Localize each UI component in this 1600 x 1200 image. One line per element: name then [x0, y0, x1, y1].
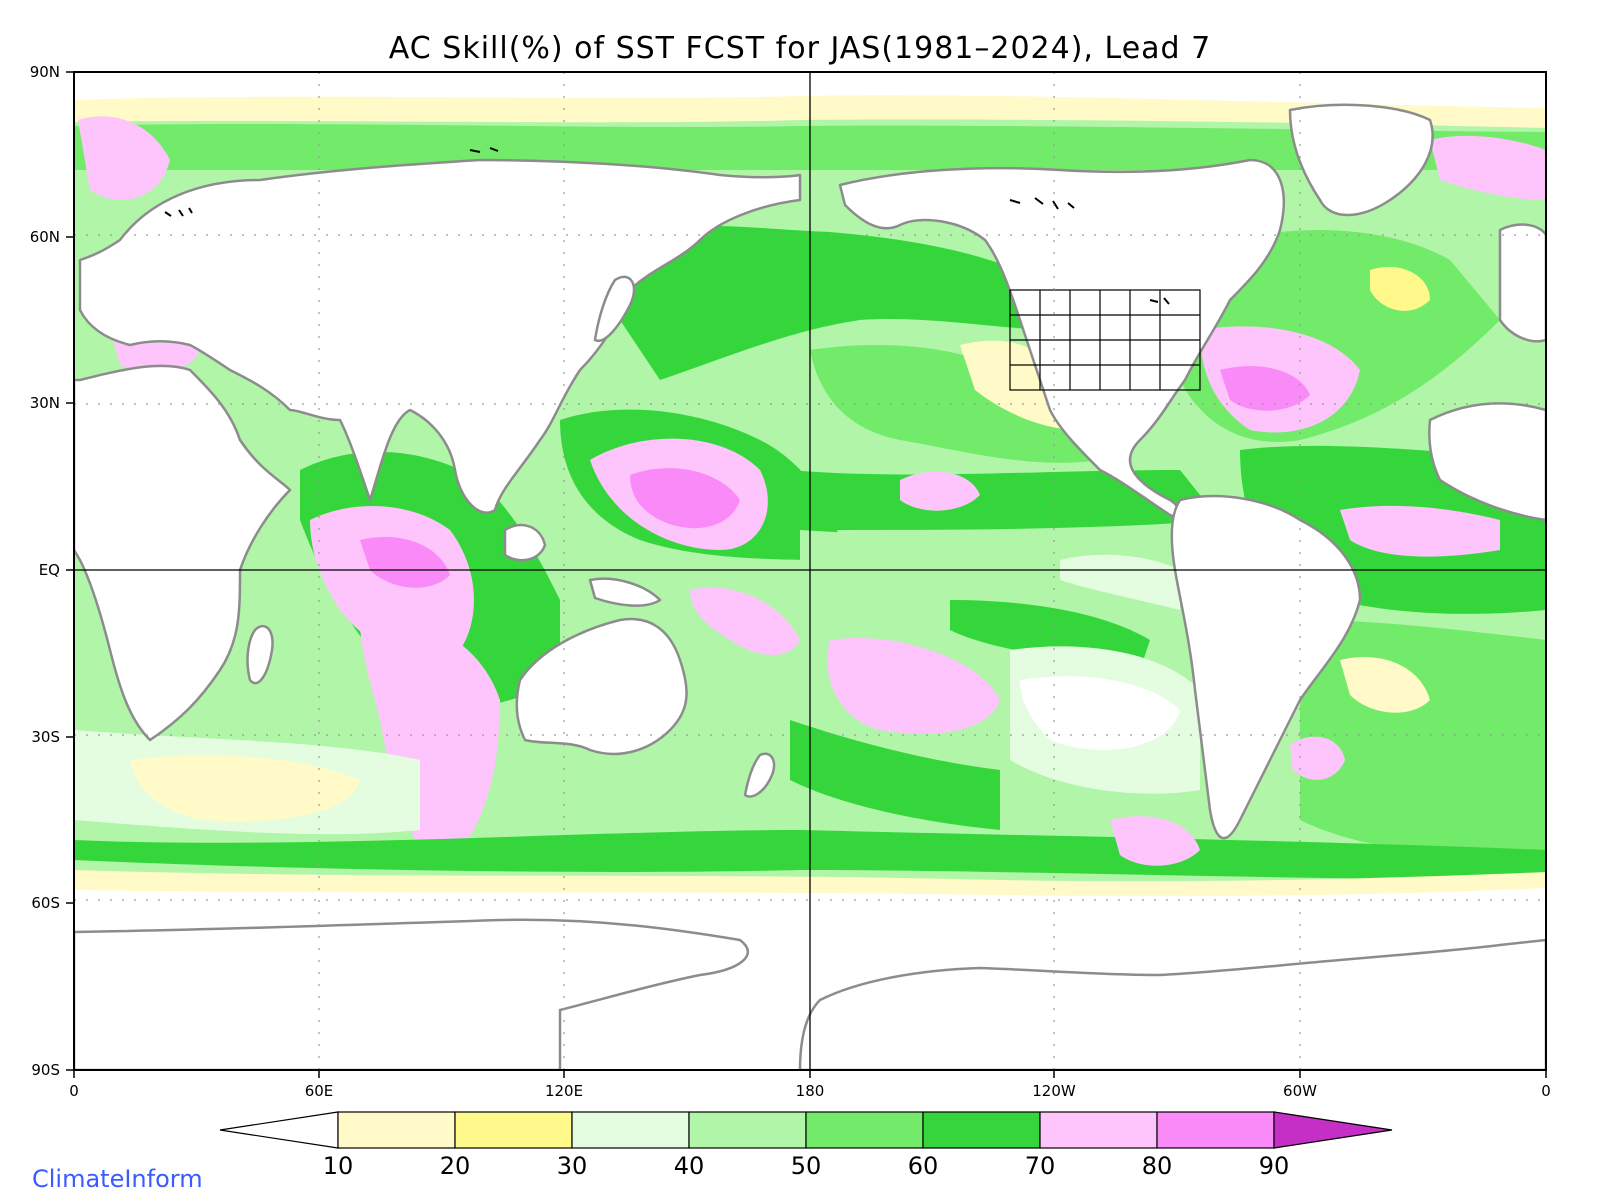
land-masses: [74, 103, 1546, 1070]
europe-west-land: [1498, 223, 1546, 343]
colorbar-label: 30: [557, 1152, 588, 1180]
lat-label: 60S: [31, 894, 60, 912]
lat-label: 60N: [30, 228, 60, 246]
lat-label: 90S: [31, 1061, 60, 1079]
lon-label: 0: [1541, 1082, 1551, 1100]
tick-marks: [66, 71, 1547, 1078]
australia-land: [515, 617, 688, 756]
africa-land: [74, 364, 292, 742]
borneo-land: [503, 523, 547, 562]
colorbar-label: 20: [440, 1152, 471, 1180]
africa-west-edge: [1428, 402, 1546, 522]
north-eq-pacific-pink: [900, 471, 980, 511]
antarctica-east-land: [798, 938, 1546, 1070]
antarctica-land: [74, 918, 749, 1070]
eq-pacific-light: [1060, 554, 1180, 610]
lon-label: 120W: [1032, 1082, 1076, 1100]
colorbar-box: [337, 1111, 456, 1149]
north-eq-pacific-green: [790, 470, 1220, 530]
lon-label: 60E: [305, 1082, 334, 1100]
colorbar-box: [688, 1111, 807, 1149]
lon-labels: 0 60E 120E 180 120W 60W 0: [69, 1082, 1551, 1100]
south-atlantic-green: [1300, 620, 1546, 860]
south-atlantic-pink: [1290, 736, 1345, 780]
south-atlantic-yellow: [1340, 656, 1430, 713]
japan-land: [593, 275, 636, 342]
southeast-pacific-low: [1020, 676, 1180, 750]
north-pacific-mid: [810, 345, 1100, 463]
north-pacific-high-skill: [620, 225, 1060, 380]
eurasia-land: [78, 158, 802, 514]
tropical-atlantic-pink: [1340, 505, 1500, 557]
colorbar-box: [1156, 1111, 1275, 1149]
west-pacific-core: [630, 468, 740, 529]
new-guinea-land: [588, 577, 662, 607]
colorbar-box: [805, 1111, 924, 1149]
lat-label: EQ: [39, 561, 60, 579]
colorbar-low-arrow: [219, 1111, 339, 1149]
indian-ocean-core: [360, 536, 450, 588]
lat-labels: 90N 60N 30N EQ 30S 60S 90S: [30, 63, 60, 1079]
colorbar-labels: 10 20 30 40 50 60 70 80 90: [323, 1152, 1290, 1180]
nordic-seas-pink: [78, 116, 170, 200]
greenland-land: [1288, 103, 1434, 217]
colorbar-label: 90: [1259, 1152, 1290, 1180]
south-atlantic-low: [130, 755, 360, 822]
lat-label: 90N: [30, 63, 60, 81]
colorbar-label: 50: [791, 1152, 822, 1180]
lon-label: 180: [796, 1082, 825, 1100]
lon-label: 60W: [1283, 1082, 1317, 1100]
lat-label: 30N: [30, 394, 60, 412]
south-indian-pink: [360, 618, 500, 870]
lakes: [164, 147, 1170, 305]
map-title: AC Skill(%) of SST FCST for JAS(1981–202…: [389, 31, 1211, 66]
colorbar-box: [571, 1111, 690, 1149]
north-atlantic-far-pink: [1430, 135, 1546, 200]
south-pacific-green: [790, 720, 1000, 830]
us-states: [1009, 289, 1201, 391]
colorbar-box: [922, 1111, 1041, 1149]
map-area: [74, 72, 1546, 1070]
colorbar-label: 80: [1142, 1152, 1173, 1180]
colorbar-label: 60: [908, 1152, 939, 1180]
pacific-pink-2: [690, 587, 800, 655]
lon-label: 120E: [545, 1082, 583, 1100]
south-america-land: [1170, 494, 1362, 840]
south-pacific-pink: [827, 638, 1000, 734]
lon-label: 0: [69, 1082, 79, 1100]
lat-label: 30S: [31, 728, 60, 746]
southern-ocean-pink: [1110, 816, 1200, 866]
north-atlantic-yellow: [1370, 266, 1430, 311]
colorbar-label: 40: [674, 1152, 705, 1180]
colorbar-box: [454, 1111, 573, 1149]
brand-label: ClimateInform: [32, 1165, 203, 1193]
colorbar-high-arrow: [1273, 1111, 1393, 1149]
colorbar: 10 20 30 40 50 60 70 80 90: [219, 1111, 1393, 1180]
colorbar-label: 10: [323, 1152, 354, 1180]
madagascar-land: [246, 624, 274, 685]
new-zealand-land: [743, 752, 776, 798]
north-america-land: [838, 158, 1285, 518]
colorbar-label: 70: [1025, 1152, 1056, 1180]
colorbar-box: [1039, 1111, 1158, 1149]
north-atlantic-core: [1220, 366, 1310, 411]
